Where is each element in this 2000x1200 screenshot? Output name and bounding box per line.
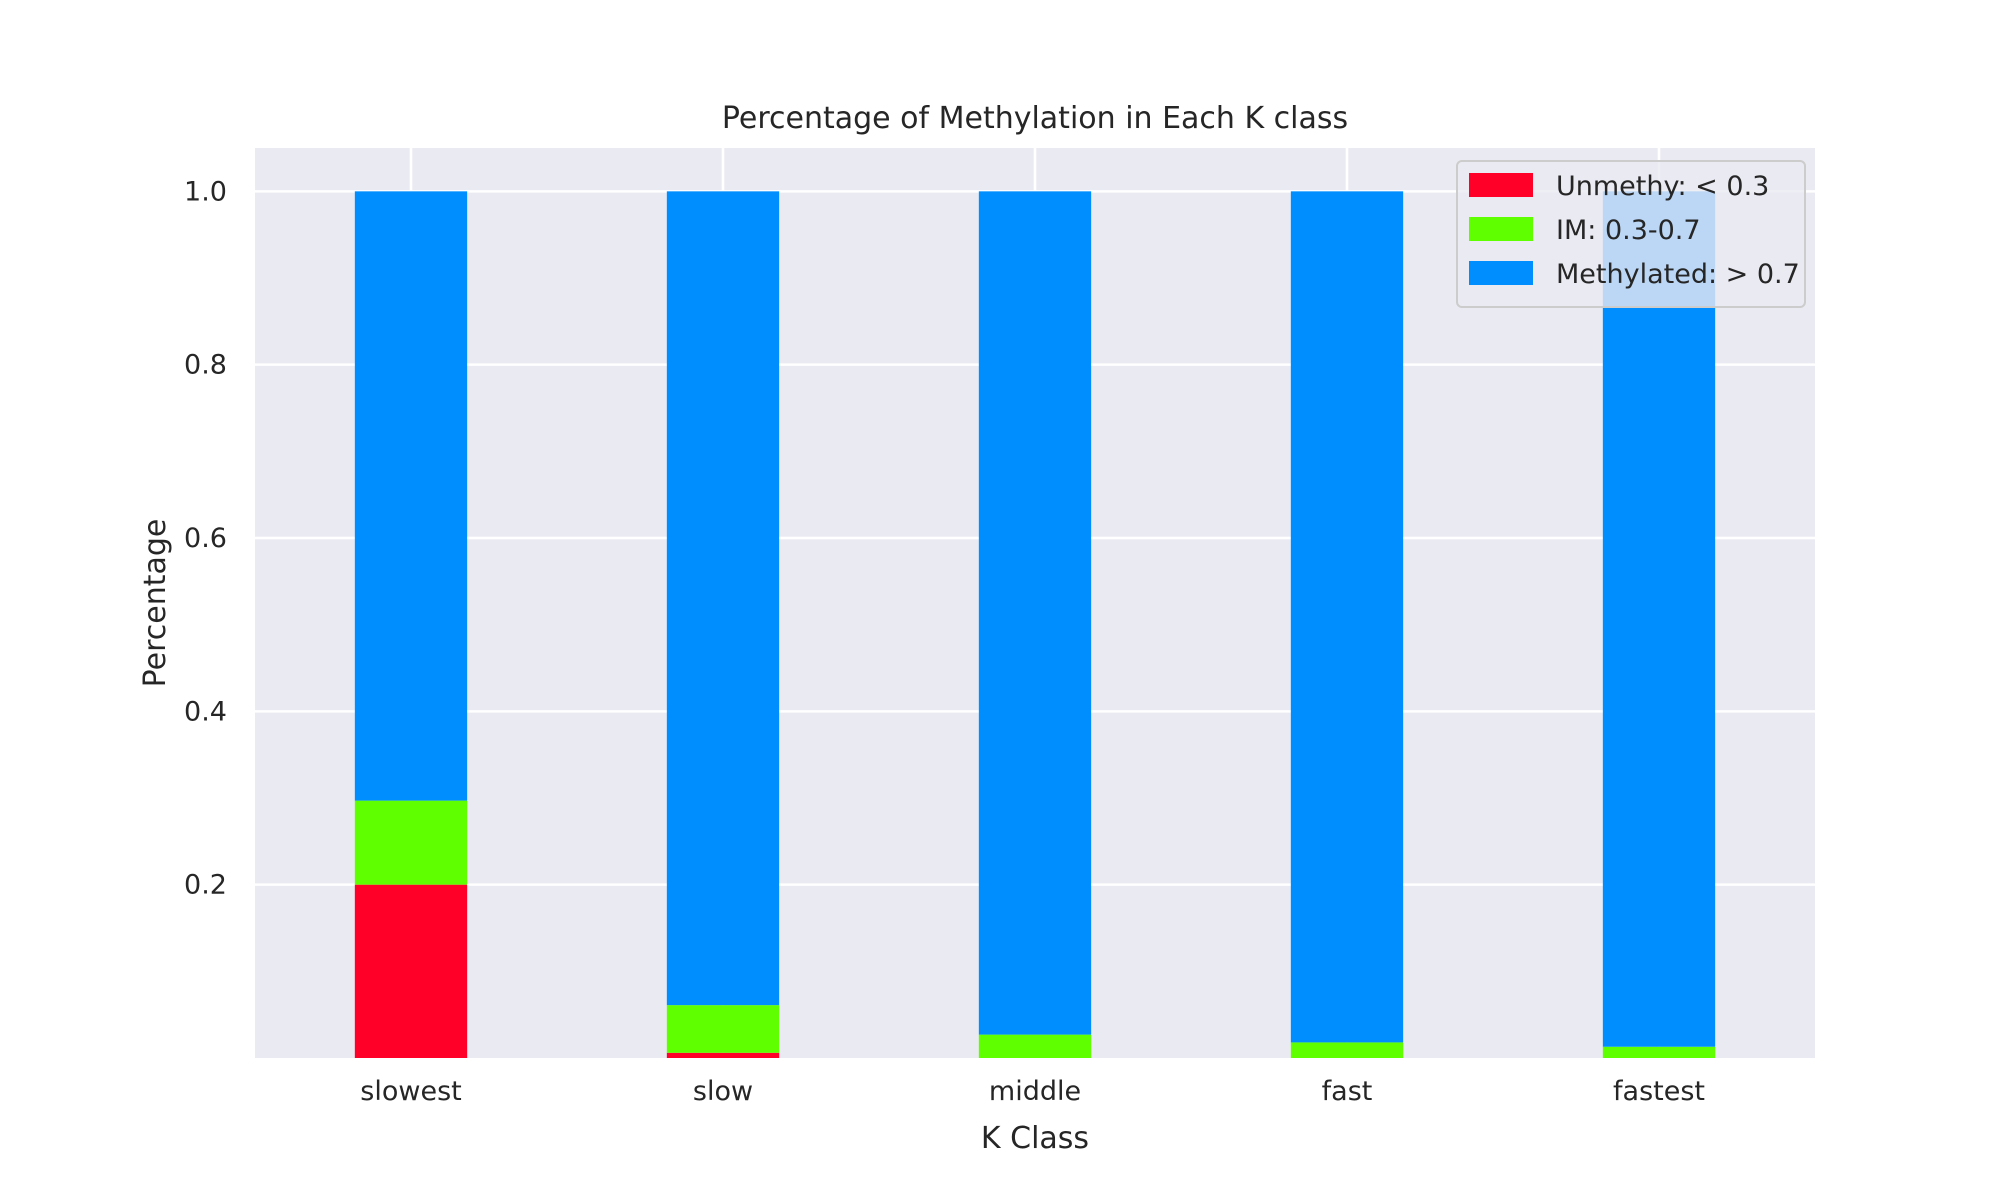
legend-swatch	[1469, 217, 1533, 241]
y-tick-label: 0.8	[184, 350, 227, 381]
legend-label: Unmethy: < 0.3	[1556, 171, 1769, 202]
bar-segment	[354, 191, 468, 801]
bar-segment	[1602, 1046, 1716, 1058]
y-tick-label: 0.2	[184, 870, 227, 901]
bar-segment	[1602, 191, 1716, 1047]
bar-segment	[978, 1034, 1092, 1058]
bars	[354, 191, 1716, 1058]
bar-segment	[666, 1005, 780, 1053]
legend-label: Methylated: > 0.7	[1556, 259, 1800, 290]
legend: Unmethy: < 0.3 IM: 0.3-0.7 Methylated: > 0…	[1456, 160, 1806, 308]
x-tick-label: slowest	[360, 1076, 461, 1107]
x-tick-label: fast	[1322, 1076, 1373, 1107]
legend-label: IM: 0.3-0.7	[1556, 215, 1701, 246]
legend-swatch	[1469, 261, 1533, 285]
bar-segment	[666, 191, 780, 1006]
chart-title: Percentage of Methylation in Each K clas…	[722, 101, 1348, 136]
x-tick-label: middle	[989, 1076, 1081, 1107]
tick-labels: slowest slow middle fast fastest 0.2 0.4 0.6 0.8…	[184, 176, 1705, 1107]
x-axis-label: K Class	[981, 1121, 1089, 1156]
y-axis-label: Percentage	[138, 519, 173, 688]
legend-swatch	[1469, 173, 1533, 197]
y-tick-label: 0.4	[184, 696, 227, 727]
bar-segment	[978, 191, 1092, 1035]
bar-segment	[1290, 191, 1404, 1043]
y-tick-label: 0.6	[184, 523, 227, 554]
bar-segment	[354, 800, 468, 885]
legend-box	[1456, 160, 1806, 308]
y-tick-label: 1.0	[184, 176, 227, 207]
bar-segment	[666, 1052, 780, 1058]
bar-segment	[1290, 1042, 1404, 1058]
x-tick-label: slow	[693, 1076, 753, 1107]
bar-segment	[354, 884, 468, 1058]
x-tick-label: fastest	[1613, 1076, 1705, 1107]
